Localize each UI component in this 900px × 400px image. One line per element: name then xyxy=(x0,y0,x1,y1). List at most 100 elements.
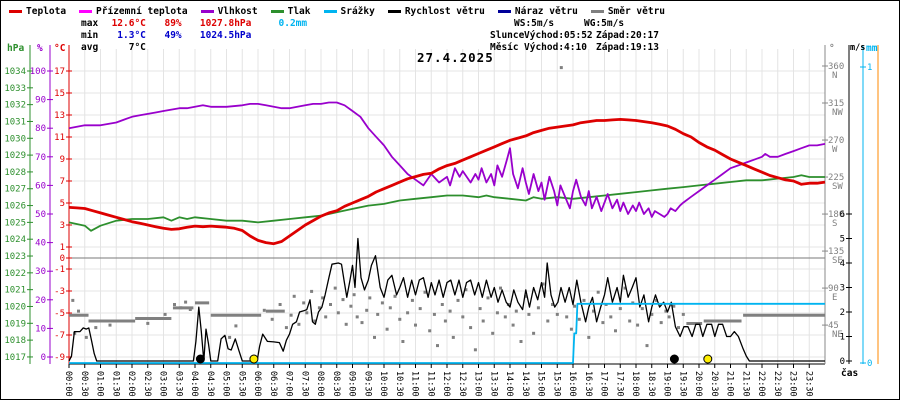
svg-text:06:00: 06:00 xyxy=(252,371,262,397)
svg-text:00:00: 00:00 xyxy=(63,371,73,397)
svg-text:1017: 1017 xyxy=(4,353,26,363)
sun-label: Slunce xyxy=(490,30,525,41)
svg-text:18:30: 18:30 xyxy=(646,371,656,397)
svg-text:05:00: 05:00 xyxy=(221,371,231,397)
legend-item: Tlak xyxy=(270,6,311,17)
svg-text:01:30: 01:30 xyxy=(110,371,120,397)
svg-text:1020: 1020 xyxy=(4,302,26,312)
axis-header-celsius: °C xyxy=(54,43,66,54)
legend-label: Rychlost větru xyxy=(404,6,485,17)
svg-text:-3: -3 xyxy=(54,287,65,297)
svg-text:22:00: 22:00 xyxy=(756,371,766,397)
svg-text:08:30: 08:30 xyxy=(331,371,341,397)
svg-text:17:30: 17:30 xyxy=(614,371,624,397)
svg-text:3: 3 xyxy=(60,221,65,231)
svg-text:11:00: 11:00 xyxy=(410,371,420,397)
svg-text:1022: 1022 xyxy=(4,269,26,279)
svg-text:-1: -1 xyxy=(54,265,65,275)
stat-max-pressure: 1027.8hPa xyxy=(199,18,252,29)
svg-text:40: 40 xyxy=(35,239,46,249)
legend-swatch xyxy=(9,10,22,13)
legend-swatch xyxy=(590,10,604,13)
axis-header-percent: % xyxy=(37,43,43,54)
svg-text:1027: 1027 xyxy=(4,185,26,195)
svg-text:1018: 1018 xyxy=(4,336,26,346)
svg-text:20:00: 20:00 xyxy=(693,371,703,397)
sunset-marker xyxy=(703,354,713,364)
svg-text:E: E xyxy=(832,293,837,303)
svg-text:1: 1 xyxy=(840,333,845,343)
svg-text:18:00: 18:00 xyxy=(630,371,640,397)
svg-text:23:00: 23:00 xyxy=(788,371,798,397)
stats-max-row: max 12.6°C 89% 1027.8hPa 0.2mm xyxy=(81,18,307,29)
stat-rain-total: 0.2mm xyxy=(278,18,308,29)
axis-header-hpa: hPa xyxy=(7,43,25,54)
svg-text:02:30: 02:30 xyxy=(142,371,152,397)
svg-text:02:00: 02:00 xyxy=(126,371,136,397)
svg-text:100: 100 xyxy=(30,67,46,77)
moon-label: Měsíc xyxy=(490,42,519,53)
svg-text:19:00: 19:00 xyxy=(662,371,672,397)
stat-min-pressure: 1024.5hPa xyxy=(199,30,252,41)
svg-text:-9: -9 xyxy=(54,353,65,363)
svg-text:-7: -7 xyxy=(54,331,65,341)
svg-text:1032: 1032 xyxy=(4,101,26,111)
svg-text:1033: 1033 xyxy=(4,84,26,94)
svg-text:6: 6 xyxy=(840,210,845,220)
svg-text:13:30: 13:30 xyxy=(488,371,498,397)
legend-label: Vlhkost xyxy=(217,6,258,17)
svg-text:11:30: 11:30 xyxy=(425,371,435,397)
svg-text:1023: 1023 xyxy=(4,252,26,262)
stat-avg-temp: 7°C xyxy=(128,42,146,53)
svg-text:10:30: 10:30 xyxy=(394,371,404,397)
svg-text:20: 20 xyxy=(35,296,46,306)
moonrise-marker xyxy=(195,354,205,364)
svg-text:0: 0 xyxy=(41,353,46,363)
svg-text:17:00: 17:00 xyxy=(599,371,609,397)
sunrise-marker xyxy=(249,354,259,364)
svg-text:00:30: 00:30 xyxy=(79,371,89,397)
svg-text:NW: NW xyxy=(832,108,843,118)
legend-swatch xyxy=(497,10,511,13)
svg-text:2: 2 xyxy=(840,308,845,318)
svg-text:60: 60 xyxy=(35,181,46,191)
legend: Teplota Přízemní teplota Vlhkost Tlak Srážky… xyxy=(9,6,665,17)
svg-text:21:30: 21:30 xyxy=(740,371,750,397)
svg-text:11: 11 xyxy=(54,133,65,143)
legend-swatch xyxy=(79,10,93,13)
stats-min-row: min 1.3°C 49% 1024.5hPa xyxy=(81,30,251,41)
svg-text:23:30: 23:30 xyxy=(803,371,813,397)
svg-text:13: 13 xyxy=(54,111,65,121)
legend-label: Směr větru xyxy=(607,6,666,17)
svg-text:1031: 1031 xyxy=(4,117,26,127)
svg-text:12:30: 12:30 xyxy=(457,371,467,397)
svg-text:70: 70 xyxy=(35,153,46,163)
svg-text:1028: 1028 xyxy=(4,168,26,178)
svg-text:80: 80 xyxy=(35,124,46,134)
svg-text:16:00: 16:00 xyxy=(567,371,577,397)
svg-text:1024: 1024 xyxy=(4,235,26,245)
svg-text:9: 9 xyxy=(60,155,65,165)
sunset-time: Západ:20:17 xyxy=(596,30,659,41)
svg-text:30: 30 xyxy=(35,267,46,277)
svg-text:5: 5 xyxy=(60,199,65,209)
legend-item: Srážky xyxy=(323,6,375,17)
stat-wind-speed-max: WS:5m/s xyxy=(514,18,555,29)
svg-text:15:30: 15:30 xyxy=(551,371,561,397)
svg-text:1029: 1029 xyxy=(4,151,26,161)
svg-text:1: 1 xyxy=(867,63,872,73)
svg-text:13:00: 13:00 xyxy=(473,371,483,397)
svg-text:0: 0 xyxy=(840,357,845,367)
stats-avg-label: avg xyxy=(81,42,99,53)
svg-text:W: W xyxy=(832,145,838,155)
stats-avg-row: avg 7°C xyxy=(81,42,146,53)
svg-text:5: 5 xyxy=(840,235,845,245)
svg-text:05:30: 05:30 xyxy=(236,371,246,397)
moonset-marker xyxy=(669,354,679,364)
svg-text:07:30: 07:30 xyxy=(299,371,309,397)
svg-text:SW: SW xyxy=(832,182,843,192)
svg-text:-5: -5 xyxy=(54,309,65,319)
svg-text:19:30: 19:30 xyxy=(677,371,687,397)
stats-max-label: max xyxy=(81,18,99,29)
